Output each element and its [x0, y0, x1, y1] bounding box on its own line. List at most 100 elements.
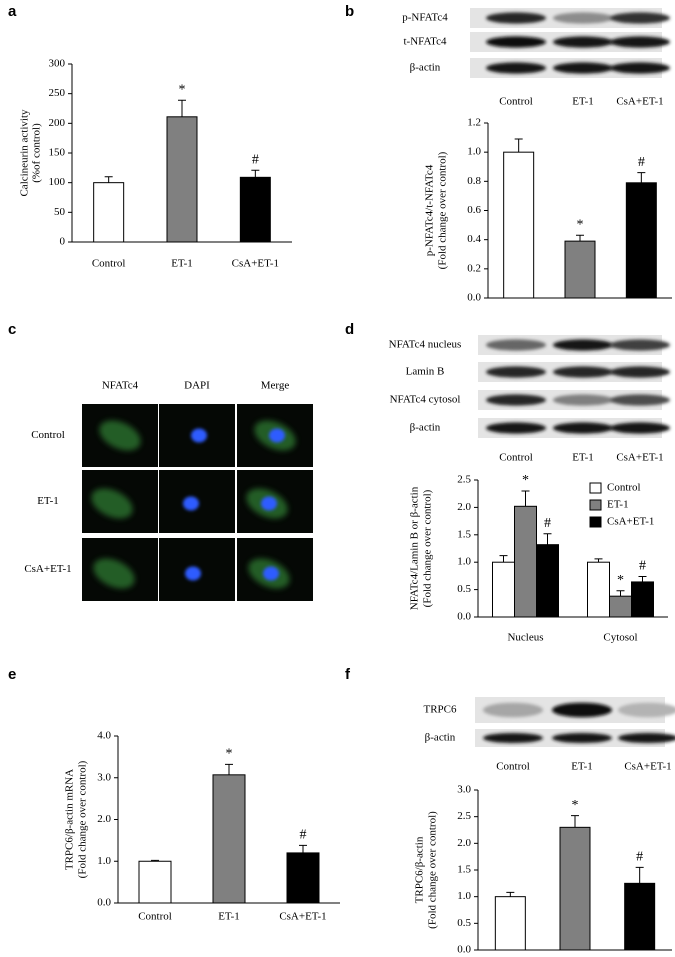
nucleus-stain: [263, 566, 279, 581]
y-tick-label: 0.0: [457, 944, 471, 956]
y-axis-label: TRPC6/β-actin mRNA: [64, 769, 76, 870]
blot-band: [552, 702, 612, 718]
significance-marker: *: [572, 798, 579, 813]
bar: [631, 581, 654, 618]
y-axis-label: (Fold change over control): [427, 811, 439, 929]
significance-marker: *: [226, 747, 233, 762]
error-bar: [225, 763, 233, 775]
y-axis-label: (Fold change over control): [77, 760, 89, 878]
column-label: Merge: [261, 380, 290, 392]
bar: [212, 774, 246, 904]
blot-label: β-actin: [410, 422, 441, 434]
bar: [286, 852, 320, 904]
bar: [494, 896, 526, 951]
significance-marker: #: [544, 516, 551, 531]
nucleus-stain: [261, 496, 277, 511]
y-tick-label: 2.0: [97, 813, 111, 825]
nucleus-stain: [185, 566, 201, 581]
blot-band: [486, 394, 546, 406]
y-tick-label: 1.2: [467, 117, 481, 129]
lane-label: ET-1: [571, 761, 593, 773]
blot-band: [553, 339, 613, 351]
error-bar: [251, 169, 260, 178]
blot-band: [553, 366, 613, 378]
y-tick-label: 200: [49, 117, 66, 129]
error-bar: [576, 234, 584, 242]
blot-band: [486, 12, 546, 24]
blot-label: β-actin: [410, 62, 441, 74]
blot-label: β-actin: [425, 732, 456, 744]
bar: [625, 182, 657, 299]
panel-letter: a: [8, 3, 17, 20]
blot-band: [553, 12, 613, 24]
panel-letter: d: [345, 321, 354, 338]
panel-letter: e: [8, 666, 16, 683]
blot-label: NFATc4 nucleus: [389, 339, 462, 351]
blot-band: [610, 12, 670, 24]
blot-band: [486, 422, 546, 434]
blot-band: [610, 394, 670, 406]
legend-swatch: [589, 516, 602, 528]
error-bar: [543, 533, 552, 545]
legend-swatch: [589, 482, 602, 494]
error-bar: [506, 891, 515, 897]
error-bar: [571, 815, 579, 828]
blot-band: [486, 36, 546, 48]
blot-band: [486, 62, 546, 74]
bar: [166, 116, 198, 243]
blot-band: [610, 62, 670, 74]
significance-marker: *: [522, 473, 529, 488]
significance-marker: #: [252, 152, 259, 167]
y-axis-label: (Fold change over control): [422, 489, 434, 607]
blot-label: t-NFATc4: [403, 36, 447, 48]
y-tick-label: 0.0: [457, 611, 471, 623]
error-bar: [616, 590, 625, 597]
legend-label: CsA+ET-1: [607, 516, 654, 528]
y-tick-label: 2.5: [457, 474, 471, 486]
blot-band: [486, 366, 546, 378]
y-tick-label: 0.0: [467, 292, 481, 304]
bar: [93, 182, 125, 243]
lane-label: Control: [499, 452, 533, 464]
blot-label: TRPC6: [423, 704, 457, 716]
x-tick-label: Control: [92, 258, 126, 270]
y-axis-label: p-NFATc4/t-NFATc4: [424, 164, 436, 256]
lane-label: Control: [496, 761, 530, 773]
significance-marker: #: [639, 559, 646, 574]
blot-band: [553, 394, 613, 406]
lane-label: CsA+ET-1: [616, 96, 663, 108]
y-axis-label: (%of control): [31, 123, 43, 183]
bar: [624, 882, 656, 951]
y-axis-label: TRPC6/β-actin: [414, 836, 426, 903]
row-label: CsA+ET-1: [24, 563, 71, 575]
y-tick-label: 2.0: [457, 501, 471, 513]
x-tick-label: Control: [138, 911, 172, 923]
y-tick-label: 4.0: [97, 730, 111, 742]
y-tick-label: 1.5: [457, 528, 471, 540]
y-tick-label: 1.0: [467, 146, 481, 158]
y-axis-label: (Fold change over control): [437, 151, 449, 269]
error-bar: [499, 555, 508, 563]
significance-marker: *: [617, 573, 624, 588]
y-tick-label: 1.5: [457, 864, 471, 876]
blot-band: [610, 339, 670, 351]
y-axis-label: Calcineurin activity: [19, 109, 31, 197]
significance-marker: #: [636, 850, 643, 865]
lane-label: ET-1: [572, 452, 594, 464]
column-label: DAPI: [184, 380, 210, 392]
nucleus-stain: [191, 428, 207, 443]
y-axis-label: NFATc4/Lamin B or β-actin: [409, 486, 421, 610]
bar: [587, 561, 610, 618]
blot-band: [552, 732, 612, 744]
x-tick-label: ET-1: [218, 911, 240, 923]
y-tick-label: 0.8: [467, 175, 481, 187]
y-tick-label: 0.5: [457, 917, 471, 929]
y-tick-label: 0: [60, 236, 66, 248]
x-tick-label: Cytosol: [603, 632, 637, 644]
blot-band: [553, 422, 613, 434]
y-tick-label: 0.0: [97, 897, 111, 909]
legend-label: ET-1: [607, 499, 629, 511]
nucleus-stain: [269, 428, 285, 443]
error-bar: [638, 575, 647, 582]
lane-label: CsA+ET-1: [616, 452, 663, 464]
